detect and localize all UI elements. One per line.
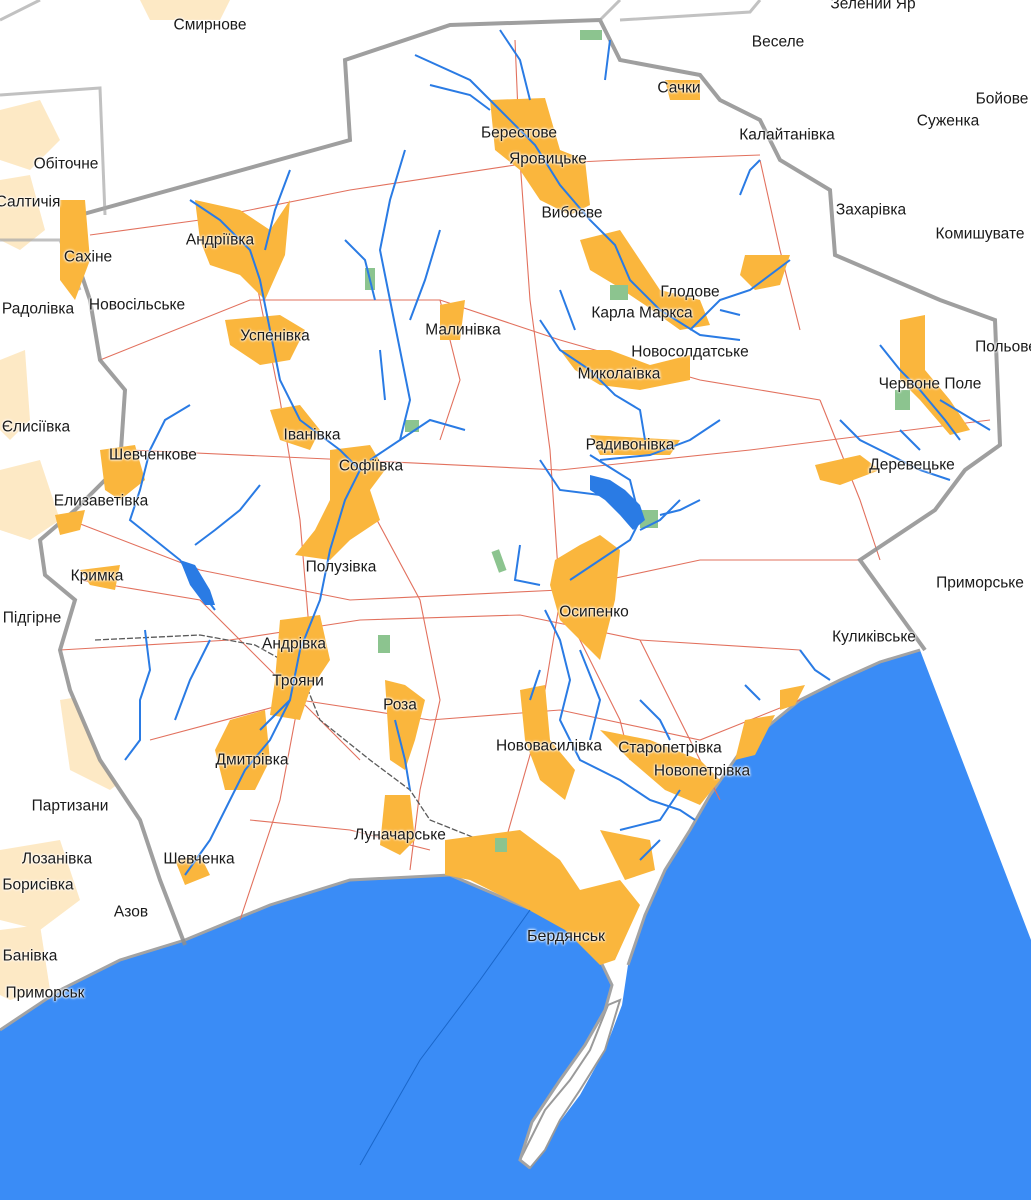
label-ielyzavetivka: Елизаветівка <box>53 492 149 510</box>
label-suzhenka: Суженка <box>916 112 980 130</box>
district-border-west <box>37 214 187 946</box>
label-malynivka: Малинівка <box>425 321 501 339</box>
label-banivka: Банівка <box>2 947 58 965</box>
label-shevchenkove: Шевченкове <box>109 446 197 464</box>
label-shevchenka: Шевченка <box>163 850 235 868</box>
label-partyzany: Партизани <box>31 797 109 815</box>
label-yarovytske: Яровицьке <box>509 150 587 168</box>
label-karla-marksa: Карла Маркса <box>591 304 693 322</box>
label-novosoldatske: Новосолдатське <box>631 343 749 361</box>
label-poluzivka: Полузівка <box>305 558 377 576</box>
label-dmytrivka: Дмитрівка <box>215 751 289 769</box>
label-novovasylivka: Нововасилівка <box>495 737 603 755</box>
sea-of-azov <box>0 650 1031 1200</box>
label-andriivka-north: Андріївка <box>185 231 255 249</box>
pond <box>180 560 215 605</box>
label-pidhirne: Підгірне <box>2 609 62 627</box>
label-saltychiia: Салтичія <box>0 193 61 211</box>
label-berestove: Берестове <box>480 124 558 142</box>
label-prymorsk: Приморськ <box>5 984 85 1002</box>
label-osypenko: Осипенко <box>559 603 629 621</box>
label-polove: Польове <box>975 338 1031 356</box>
label-roza: Роза <box>383 696 417 714</box>
label-obitochne: Обіточне <box>33 155 99 173</box>
label-smyrnove: Смирнове <box>173 16 247 34</box>
underwater-line <box>359 909 531 1166</box>
label-prymorske-east: Приморське <box>936 574 1024 592</box>
label-novosilske: Новосільське <box>88 296 186 314</box>
label-boiove: Бойове <box>975 90 1029 108</box>
label-ivanivka: Іванівка <box>283 426 341 444</box>
label-vyboive: Вибоєве <box>541 204 603 222</box>
label-derevetske: Деревецьке <box>869 456 955 474</box>
label-troiany: Трояни <box>272 672 324 690</box>
label-kalaitanivka: Калайтанівка <box>739 126 835 144</box>
label-chervone-pole: Червоне Поле <box>878 375 982 393</box>
label-borysivka: Борисівка <box>2 876 74 894</box>
label-uspenivka: Успенівка <box>240 327 310 345</box>
label-hlodove: Глодове <box>660 283 720 301</box>
settlements <box>55 80 970 965</box>
label-kulykivske: Куликівське <box>832 628 916 646</box>
label-vesele: Веселе <box>751 33 805 51</box>
label-lozanivka: Лозанівка <box>21 850 93 868</box>
label-lunacharske: Луначарське <box>354 826 446 844</box>
label-azov: Азов <box>113 903 149 921</box>
label-novopetrivka: Новопетрівка <box>653 762 751 780</box>
district-area <box>40 20 1000 1170</box>
label-zakharivka: Захарівка <box>835 201 907 219</box>
label-komyshuvate: Комишувате <box>935 225 1025 243</box>
rivers <box>124 29 991 876</box>
label-sakhine: Сахіне <box>63 248 113 266</box>
label-staropetrivka: Старопетрівка <box>618 739 722 757</box>
label-radolivka: Радолівка <box>1 300 75 318</box>
label-zelenyi-yar: Зелений Яр <box>830 0 916 13</box>
label-mykolaivka: Миколаївка <box>577 365 661 383</box>
reservoir <box>590 475 645 530</box>
label-krymka: Кримка <box>70 567 124 585</box>
label-andrivka: Андрівка <box>262 635 326 653</box>
label-radyvonivka: Радивонівка <box>585 436 675 454</box>
district-border <box>79 17 1003 652</box>
label-sachky: Сачки <box>657 79 701 97</box>
label-berdiansk: Бердянськ <box>526 928 606 945</box>
label-ielysiivka: Єлисіївка <box>1 418 71 436</box>
label-sofiivka: Софіївка <box>338 457 404 475</box>
